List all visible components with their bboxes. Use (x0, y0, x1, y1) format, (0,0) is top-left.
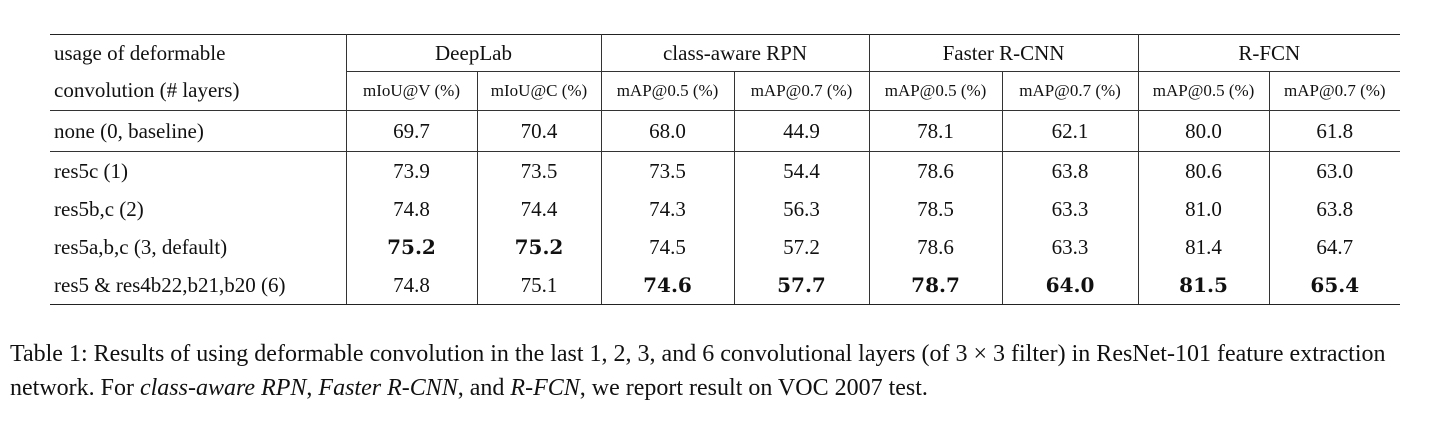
table-row: none (0, baseline) 69.7 70.4 68.0 44.9 7… (50, 110, 1401, 152)
row-label: none (0, baseline) (50, 110, 347, 152)
results-table: usage of deformable DeepLab class-aware … (50, 34, 1401, 305)
group-header-deeplab: DeepLab (346, 34, 602, 72)
header-row-metrics: convolution (# layers) mIoU@V (%) mIoU@C… (50, 71, 1400, 111)
value-cell: 78.1 (869, 110, 1003, 152)
subheader-cell: mAP@0.7 (%) (1283, 81, 1386, 100)
value-cell: 62.1 (1002, 110, 1139, 152)
value-cell: 74.8 (346, 190, 478, 228)
subheader-cell: mIoU@V (%) (346, 71, 478, 111)
table-row: res5c (1) 73.9 73.5 73.5 54.4 78.6 63.8 … (50, 151, 1401, 190)
value-cell-best: 65.4 (1269, 266, 1401, 305)
value-cell: 81.4 (1138, 228, 1270, 266)
subheader-cell: mAP@0.5 (%) (869, 71, 1003, 111)
value-cell: 78.6 (869, 228, 1003, 266)
value-cell-best: 75.2 (477, 228, 602, 266)
value-cell: 73.5 (477, 151, 602, 190)
value-cell: 63.8 (1316, 196, 1354, 221)
value-cell: 61.8 (1269, 110, 1401, 152)
caption-separator: , (306, 375, 319, 401)
group-header-faster-rcnn: Faster R-CNN (869, 34, 1139, 72)
value-cell-best: 74.6 (601, 266, 735, 305)
value-cell: 70.4 (477, 110, 602, 152)
value-cell-best: 57.7 (734, 266, 870, 305)
subheader-cell: mAP@0.5 (%) (1138, 71, 1270, 111)
value-cell: 63.0 (1269, 151, 1401, 190)
caption-term-r-fcn: R-FCN (510, 375, 580, 401)
caption-text-end: , we report result on VOC 2007 test. (579, 375, 928, 401)
subheader-cell: mIoU@C (%) (477, 71, 602, 111)
value-cell: 64.7 (1316, 234, 1354, 259)
group-header-r-fcn: R-FCN (1138, 34, 1401, 72)
caption-separator: , and (457, 375, 511, 401)
value-cell-best: 75.2 (346, 228, 478, 266)
value-cell: 69.7 (346, 110, 478, 152)
value-cell: 78.5 (869, 190, 1003, 228)
header-label-line2: convolution (# layers) (50, 71, 347, 111)
row-label: res5 & res4b22,b21,b20 (6) (50, 266, 347, 305)
value-cell: 80.6 (1138, 151, 1270, 190)
value-cell: 73.5 (601, 151, 735, 190)
row-label: res5a,b,c (3, default) (50, 228, 347, 266)
table-row: res5 & res4b22,b21,b20 (6) 74.8 75.1 74.… (50, 266, 1401, 305)
subheader-cell: mAP@0.7 (%) (1002, 71, 1139, 111)
table-row: res5b,c (2) 74.8 74.4 74.3 56.3 78.5 63.… (50, 190, 1400, 228)
value-cell-best: 81.5 (1138, 266, 1270, 305)
table-caption: Table 1: Results of using deformable con… (10, 337, 1440, 405)
caption-term-faster-rcnn: Faster R-CNN (318, 375, 458, 401)
header-label-line1: usage of deformable (50, 34, 347, 72)
row-label: res5b,c (2) (50, 190, 347, 228)
table-row: res5a,b,c (3, default) 75.2 75.2 74.5 57… (50, 228, 1400, 266)
value-cell: 44.9 (734, 110, 870, 152)
value-cell-best: 64.0 (1002, 266, 1139, 305)
value-cell: 57.2 (734, 228, 870, 266)
header-row-groups: usage of deformable DeepLab class-aware … (50, 34, 1401, 72)
value-cell: 74.4 (477, 190, 602, 228)
caption-text: Table 1: Results of using deformable con… (10, 341, 1386, 401)
value-cell-best: 78.7 (869, 266, 1003, 305)
value-cell: 75.1 (477, 266, 602, 305)
value-cell: 78.6 (869, 151, 1003, 190)
value-cell: 68.0 (601, 110, 735, 152)
subheader-cell: mAP@0.7 (%) (734, 71, 870, 111)
row-label: res5c (1) (50, 151, 347, 190)
value-cell: 63.8 (1002, 151, 1139, 190)
value-cell: 74.3 (601, 190, 735, 228)
value-cell: 74.8 (346, 266, 478, 305)
group-header-class-aware-rpn: class-aware RPN (601, 34, 870, 72)
caption-term-class-aware-rpn: class-aware RPN (139, 375, 307, 401)
subheader-cell: mAP@0.5 (%) (601, 71, 735, 111)
value-cell: 63.3 (1002, 228, 1139, 266)
value-cell: 54.4 (734, 151, 870, 190)
results-table-wrapper: usage of deformable DeepLab class-aware … (50, 34, 1401, 305)
value-cell: 81.0 (1138, 190, 1270, 228)
value-cell: 80.0 (1138, 110, 1270, 152)
value-cell: 73.9 (346, 151, 478, 190)
value-cell: 63.3 (1002, 190, 1139, 228)
value-cell: 74.5 (601, 228, 735, 266)
value-cell: 56.3 (734, 190, 870, 228)
